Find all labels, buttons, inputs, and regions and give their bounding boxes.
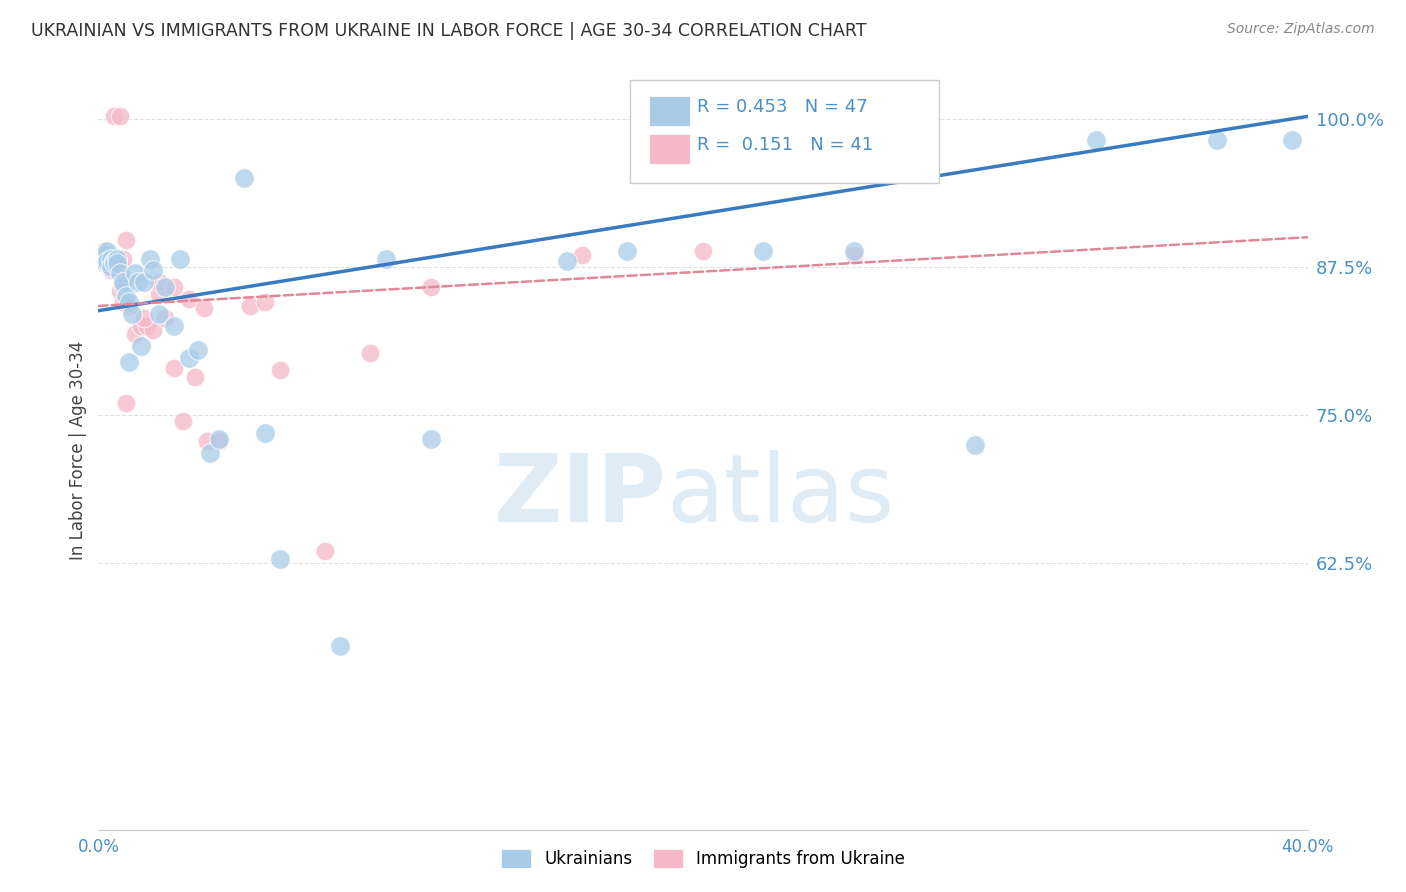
Point (179, 292, 201, 306)
Point (752, 244, 775, 259)
Point (114, 233, 136, 247)
Point (163, 280, 186, 294)
FancyBboxPatch shape (630, 80, 939, 183)
Point (142, 263, 165, 277)
Point (96, 244, 118, 259)
Point (93, 256, 115, 270)
Point (114, 396, 136, 410)
FancyBboxPatch shape (648, 95, 690, 126)
Point (118, 299, 141, 313)
Point (965, 437, 987, 451)
Point (172, 414, 194, 428)
Point (118, 295, 141, 310)
Point (163, 319, 186, 334)
Point (844, 248, 866, 262)
Point (187, 343, 209, 357)
Point (105, 252, 128, 266)
Point (96, 252, 118, 266)
Point (420, 280, 443, 294)
Point (127, 275, 149, 289)
Point (96, 253, 118, 268)
Point (93, 248, 115, 262)
Point (100, 252, 122, 266)
Point (105, 256, 128, 270)
Point (179, 351, 201, 365)
Point (420, 432, 443, 446)
Text: R = 0.453   N = 47: R = 0.453 N = 47 (697, 98, 868, 116)
Point (329, 639, 352, 653)
Point (129, 339, 152, 353)
Point (184, 370, 207, 384)
Text: UKRAINIAN VS IMMIGRANTS FROM UKRAINE IN LABOR FORCE | AGE 30-34 CORRELATION CHAR: UKRAINIAN VS IMMIGRANTS FROM UKRAINE IN … (31, 22, 866, 40)
Point (269, 363, 291, 377)
Y-axis label: In Labor Force | Age 30-34: In Labor Force | Age 30-34 (69, 341, 87, 560)
Point (93, 244, 115, 259)
Point (555, 253, 578, 268)
Text: ZIP: ZIP (494, 450, 666, 542)
Point (142, 323, 165, 337)
Point (121, 307, 143, 321)
Point (103, 256, 125, 270)
Point (103, 256, 125, 270)
Point (571, 248, 593, 262)
Point (108, 266, 131, 280)
Point (111, 275, 134, 289)
Point (100, 260, 122, 274)
Text: R =  0.151   N = 41: R = 0.151 N = 41 (697, 136, 873, 154)
Point (253, 295, 276, 310)
Point (195, 434, 218, 448)
Point (163, 360, 186, 375)
Point (232, 171, 254, 186)
Point (96, 248, 118, 262)
Point (135, 319, 157, 334)
Point (96, 256, 118, 270)
Legend: Ukrainians, Immigrants from Ukraine: Ukrainians, Immigrants from Ukraine (494, 840, 912, 877)
Point (132, 275, 155, 289)
Point (108, 109, 131, 123)
Point (148, 275, 170, 289)
Point (108, 284, 131, 298)
Point (374, 252, 396, 266)
Text: Source: ZipAtlas.com: Source: ZipAtlas.com (1227, 22, 1375, 37)
Point (124, 327, 146, 342)
Point (118, 354, 141, 368)
Point (153, 280, 176, 294)
Point (139, 252, 162, 266)
Point (360, 346, 382, 360)
Point (129, 319, 152, 334)
Point (148, 287, 170, 301)
FancyBboxPatch shape (648, 134, 690, 164)
Point (253, 425, 276, 440)
Point (269, 552, 291, 566)
Point (169, 252, 191, 266)
Point (132, 310, 155, 325)
Point (93, 253, 115, 268)
Point (1085, 133, 1108, 147)
Point (111, 252, 134, 266)
Point (111, 295, 134, 310)
Text: atlas: atlas (666, 450, 896, 542)
Point (1281, 133, 1303, 147)
Point (692, 244, 714, 259)
Point (90, 248, 112, 262)
Point (153, 310, 176, 325)
Point (616, 244, 638, 259)
Point (314, 544, 336, 558)
Point (208, 432, 231, 446)
Point (208, 434, 231, 448)
Point (105, 263, 128, 277)
Point (111, 277, 134, 292)
Point (200, 446, 222, 460)
Point (103, 109, 125, 123)
Point (844, 244, 866, 259)
Point (103, 253, 125, 268)
Point (239, 299, 262, 313)
Point (193, 301, 215, 316)
Point (90, 248, 112, 262)
Point (114, 289, 136, 303)
Point (1206, 133, 1229, 147)
Point (148, 307, 170, 321)
Point (124, 266, 146, 280)
Point (100, 263, 122, 277)
